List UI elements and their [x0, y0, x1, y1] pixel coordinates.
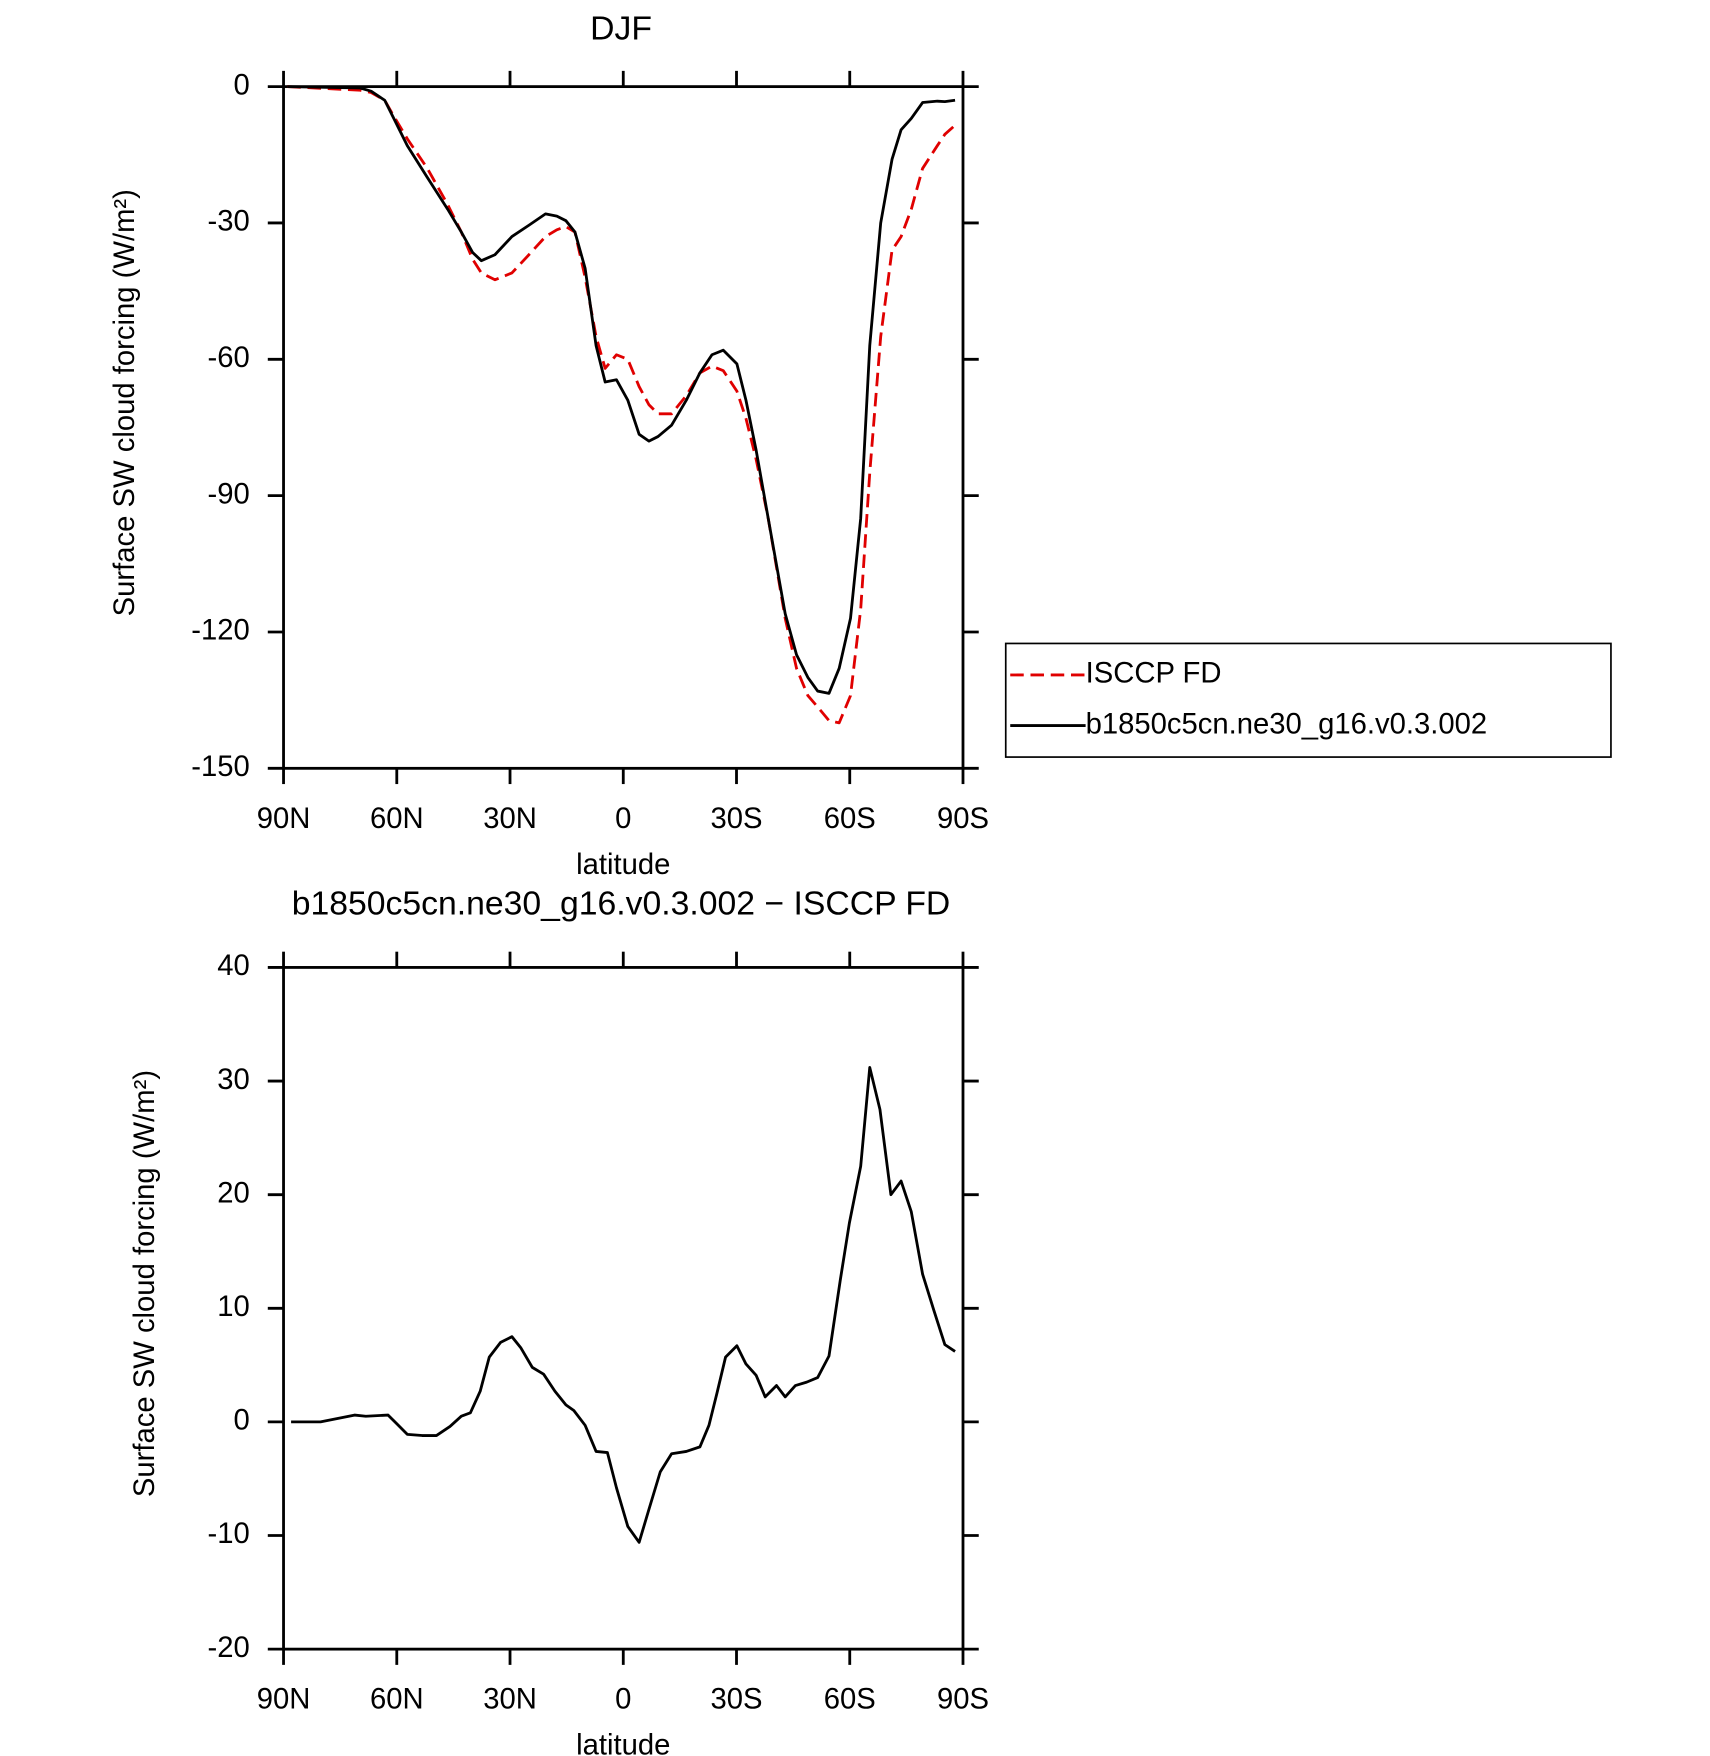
x-axis-label: latitude: [576, 849, 670, 881]
y-tick-label: -150: [191, 751, 250, 783]
y-tick-label: 20: [217, 1177, 250, 1209]
y-tick-label: 10: [217, 1291, 250, 1323]
data-line: [287, 85, 957, 725]
y-tick-label: 0: [234, 69, 250, 101]
x-tick-label: 90S: [937, 1684, 989, 1716]
x-tick-label: 30N: [483, 1684, 537, 1716]
x-tick-label: 60S: [824, 803, 876, 835]
plot-frame: [282, 966, 965, 1651]
y-tick-label: 40: [217, 950, 250, 982]
data-line: [287, 85, 956, 695]
x-tick-label: 30N: [483, 803, 537, 835]
x-tick-label: 60N: [370, 803, 424, 835]
x-tick-label: 90N: [257, 1684, 311, 1716]
x-tick-label: 60N: [370, 1684, 424, 1716]
y-tick-label: 0: [234, 1405, 250, 1437]
x-tick-label: 90S: [937, 803, 989, 835]
x-tick-label: 0: [615, 1684, 631, 1716]
legend-box: [1004, 642, 1612, 758]
chart-title: DJF: [590, 9, 652, 47]
chart-title: b1850c5cn.ne30_g16.v0.3.002 − ISCCP FD: [292, 884, 951, 922]
y-tick-label: -20: [208, 1632, 250, 1664]
y-tick-label: -120: [191, 615, 250, 647]
y-tick-label: -10: [208, 1518, 250, 1550]
y-tick-label: 30: [217, 1064, 250, 1096]
y-axis-label: Surface SW cloud forcing (W/m²): [109, 189, 141, 616]
y-tick-label: -30: [208, 206, 250, 238]
y-tick-label: -60: [208, 342, 250, 374]
x-tick-label: 60S: [824, 1684, 876, 1716]
x-tick-label: 30S: [710, 803, 762, 835]
y-tick-label: -90: [208, 478, 250, 510]
legend-label: b1850c5cn.ne30_g16.v0.3.002: [1086, 708, 1488, 740]
data-line: [291, 1066, 956, 1544]
x-tick-label: 0: [615, 803, 631, 835]
x-axis-label: latitude: [576, 1730, 670, 1756]
legend-label: ISCCP FD: [1086, 658, 1222, 690]
y-axis-label: Surface SW cloud forcing (W/m²): [129, 1070, 161, 1497]
plot-frame: [282, 85, 965, 770]
x-tick-label: 30S: [710, 1684, 762, 1716]
x-tick-label: 90N: [257, 803, 311, 835]
